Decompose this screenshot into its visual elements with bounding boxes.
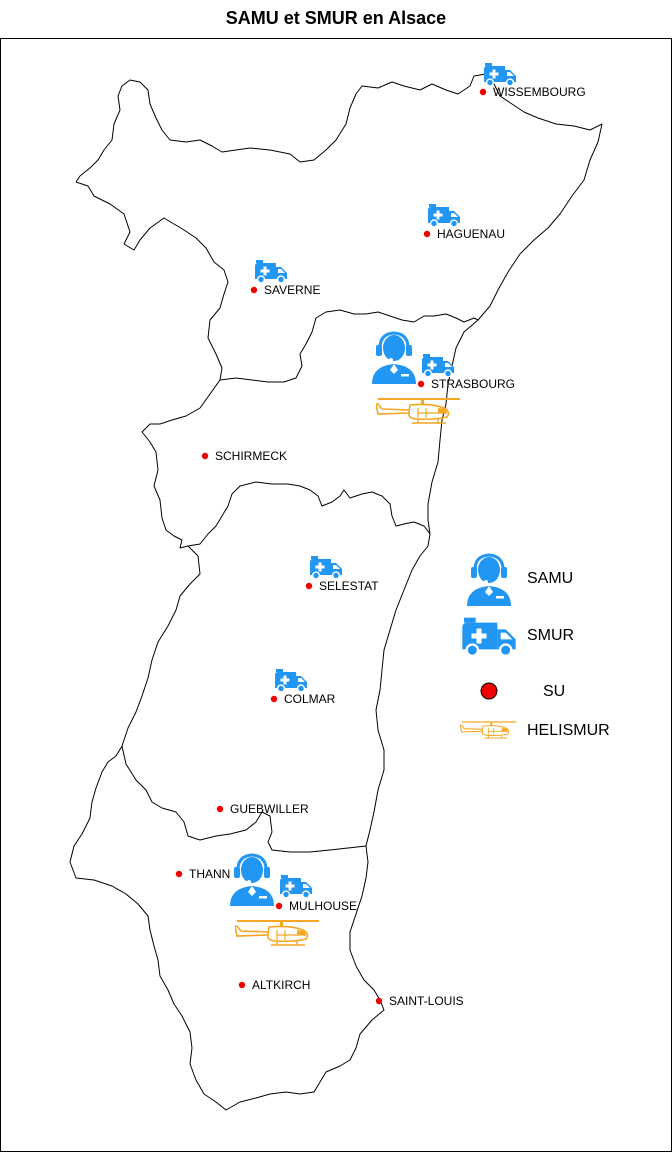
legend-operator-headset-icon bbox=[465, 553, 513, 606]
strasbourg-district-border bbox=[219, 309, 479, 383]
smur-ambulance-icon bbox=[421, 353, 455, 377]
legend-label-su: SU bbox=[543, 683, 565, 700]
city-guebwiller: GUEBWILLER bbox=[216, 802, 309, 816]
su-red-dot-icon bbox=[275, 902, 283, 910]
legend-helicopter-icon bbox=[460, 721, 518, 739]
smur-ambulance-icon bbox=[274, 668, 308, 692]
smur-ambulance-icon bbox=[427, 203, 461, 227]
legend-ambulance-icon bbox=[461, 616, 517, 656]
su-red-dot-icon bbox=[479, 88, 487, 96]
city-label: COLMAR bbox=[284, 692, 336, 706]
su-red-dot-icon bbox=[423, 230, 431, 238]
samu-operator-headset-icon bbox=[370, 331, 418, 384]
helismur-helicopter-icon bbox=[376, 398, 461, 424]
legend-label-helismur: HELISMUR bbox=[527, 722, 610, 739]
city-altkirch: ALTKIRCH bbox=[238, 978, 310, 992]
city-label: WISSEMBOURG bbox=[493, 85, 586, 99]
city-label: STRASBOURG bbox=[431, 377, 515, 391]
legend-label-samu: SAMU bbox=[527, 570, 573, 587]
city-saverne: SAVERNE bbox=[250, 259, 320, 297]
city-label: SELESTAT bbox=[319, 579, 379, 593]
city-label: MULHOUSE bbox=[289, 899, 357, 913]
city-label: SAINT-LOUIS bbox=[389, 994, 464, 1008]
bas-rhin-north-border bbox=[75, 73, 603, 535]
city-label: ALTKIRCH bbox=[252, 978, 310, 992]
samu-operator-headset-icon bbox=[228, 853, 276, 906]
city-label: GUEBWILLER bbox=[230, 802, 309, 816]
city-label: THANN bbox=[189, 867, 230, 881]
su-red-dot-icon bbox=[417, 380, 425, 388]
city-label: SAVERNE bbox=[264, 283, 320, 297]
colmar-district-border bbox=[121, 745, 367, 853]
city-wissembourg: WISSEMBOURG bbox=[479, 62, 586, 99]
su-red-dot-icon bbox=[270, 695, 278, 703]
su-red-dot-icon bbox=[238, 981, 246, 989]
city-thann: THANN bbox=[175, 867, 230, 881]
city-strasbourg: STRASBOURG bbox=[370, 331, 515, 424]
smur-ambulance-icon bbox=[254, 259, 288, 283]
su-red-dot-icon bbox=[216, 805, 224, 813]
city-haguenau: HAGUENAU bbox=[423, 203, 505, 241]
helismur-helicopter-icon bbox=[235, 920, 320, 946]
bas-rhin-west-border bbox=[75, 181, 229, 549]
map-title: SAMU et SMUR en Alsace bbox=[225, 8, 447, 28]
city-saint-louis: SAINT-LOUIS bbox=[375, 994, 464, 1008]
legend-red-dot-icon bbox=[480, 682, 498, 700]
smur-ambulance-icon bbox=[309, 555, 343, 579]
su-red-dot-icon bbox=[175, 870, 183, 878]
su-red-dot-icon bbox=[305, 582, 313, 590]
su-red-dot-icon bbox=[201, 452, 209, 460]
legend-label-smur: SMUR bbox=[527, 627, 574, 644]
smur-ambulance-icon bbox=[279, 874, 313, 898]
city-label: SCHIRMECK bbox=[215, 449, 287, 463]
city-mulhouse: MULHOUSE bbox=[228, 853, 357, 946]
su-red-dot-icon bbox=[375, 997, 383, 1005]
city-colmar: COLMAR bbox=[270, 668, 336, 706]
smur-ambulance-icon bbox=[483, 62, 517, 86]
city-selestat: SELESTAT bbox=[305, 555, 379, 593]
schirmeck-district-border bbox=[187, 481, 431, 547]
city-schirmeck: SCHIRMECK bbox=[201, 449, 287, 463]
su-red-dot-icon bbox=[250, 286, 258, 294]
city-label: HAGUENAU bbox=[437, 227, 505, 241]
haut-rhin-border bbox=[69, 533, 431, 1111]
